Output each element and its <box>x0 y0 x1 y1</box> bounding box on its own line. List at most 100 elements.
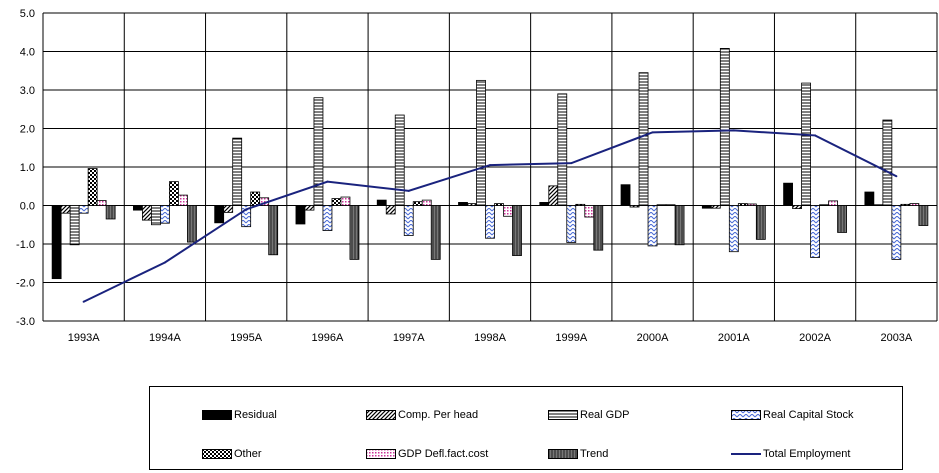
bar <box>801 82 811 206</box>
bar <box>918 205 929 226</box>
bar <box>187 205 197 243</box>
bar <box>60 205 71 214</box>
bar <box>78 205 89 214</box>
y-tick-label: 5.0 <box>20 8 35 20</box>
line-point <box>732 129 735 132</box>
legend-swatch-comp-per-head <box>366 410 396 420</box>
bar <box>331 198 342 206</box>
bar <box>403 205 414 236</box>
legend-item-comp-per-head: Comp. Per head <box>366 408 478 422</box>
x-tick-label: 2001A <box>718 332 750 344</box>
bar <box>503 205 513 217</box>
bar <box>882 119 893 206</box>
line-point <box>82 300 85 303</box>
bar <box>349 205 360 260</box>
bar <box>810 205 820 258</box>
bar <box>268 205 279 256</box>
bars <box>51 48 929 280</box>
bar <box>142 205 152 221</box>
bar <box>620 184 631 206</box>
bar <box>105 205 116 220</box>
bar <box>385 205 396 215</box>
bar <box>755 205 766 240</box>
line-point <box>895 175 898 178</box>
bar <box>178 194 188 206</box>
y-tick-label: 4.0 <box>20 47 35 59</box>
bar <box>710 205 721 209</box>
legend-swatch-total-employment <box>731 453 761 455</box>
bar <box>819 204 829 206</box>
legend-label: Other <box>234 448 262 460</box>
legend: Residual Comp. Per head Real GDP Real Ca… <box>149 386 903 470</box>
x-tick-label: 1998A <box>474 332 506 344</box>
bar <box>160 205 170 224</box>
bar <box>891 205 902 260</box>
line-point <box>489 164 491 167</box>
bar <box>737 203 748 206</box>
y-tick-label: 2.0 <box>20 124 35 136</box>
legend-label: GDP Defl.fact.cost <box>398 448 489 460</box>
bar <box>674 205 685 246</box>
x-tick-label: 1993A <box>68 332 100 344</box>
legend-item-total-employment: Total Employment <box>731 447 850 461</box>
line-point <box>245 208 248 211</box>
bar <box>539 202 550 206</box>
y-tick-label: 0.0 <box>20 201 35 213</box>
line-point <box>407 189 410 192</box>
legend-label: Total Employment <box>763 448 851 460</box>
x-tick-label: 1999A <box>555 332 587 344</box>
x-tick-label: 2000A <box>637 332 669 344</box>
legend-item-real-capital-stock: Real Capital Stock <box>731 408 854 422</box>
bar <box>241 205 252 228</box>
bar <box>909 203 920 206</box>
bar <box>566 205 577 243</box>
legend-label: Comp. Per head <box>398 409 479 421</box>
legend-swatch-other <box>202 449 232 459</box>
line-point <box>326 180 329 183</box>
bar <box>304 205 315 211</box>
bar <box>151 205 161 226</box>
bar <box>430 205 441 260</box>
bar <box>494 203 504 206</box>
bar <box>250 191 261 206</box>
legend-label: Real Capital Stock <box>763 409 854 421</box>
bar <box>512 205 522 256</box>
x-tick-label: 1995A <box>230 332 262 344</box>
line-point <box>814 134 817 137</box>
bar <box>656 204 667 206</box>
axes: -3.0 -2.0 -1.0 0.0 1.0 2.0 3.0 4.0 5.0 1993A 1994A… <box>16 8 913 344</box>
bar <box>900 203 911 206</box>
legend-swatch-trend <box>548 449 578 459</box>
legend-item-residual: Residual <box>202 408 277 422</box>
bar <box>719 48 730 206</box>
bar <box>214 205 225 224</box>
x-tick-label: 1996A <box>312 332 344 344</box>
y-tick-label: 1.0 <box>20 162 35 174</box>
y-tick-label: 3.0 <box>20 85 35 97</box>
line-point <box>651 131 654 134</box>
bar <box>223 205 234 213</box>
bar <box>575 203 586 206</box>
grid <box>42 12 938 322</box>
legend-item-real-gdp: Real GDP <box>548 408 630 422</box>
chart-svg: -3.0 -2.0 -1.0 0.0 1.0 2.0 3.0 4.0 5.0 1993A 1994A… <box>16 8 938 344</box>
x-tick-label: 1997A <box>393 332 425 344</box>
bar <box>792 205 802 209</box>
bar <box>864 191 875 206</box>
bar <box>665 204 676 206</box>
legend-item-other: Other <box>202 447 262 461</box>
bar <box>421 199 432 206</box>
bar <box>593 205 604 251</box>
bar <box>96 200 107 206</box>
legend-item-trend: Trend <box>548 447 608 461</box>
bar <box>133 205 143 211</box>
x-tick-label: 1994A <box>149 332 181 344</box>
legend-label: Residual <box>234 409 277 421</box>
bar <box>169 181 179 206</box>
bar <box>584 205 595 218</box>
bar <box>87 168 98 206</box>
bar <box>313 97 324 206</box>
bar <box>376 199 387 206</box>
bar <box>295 205 306 225</box>
legend-label: Real GDP <box>580 409 630 421</box>
